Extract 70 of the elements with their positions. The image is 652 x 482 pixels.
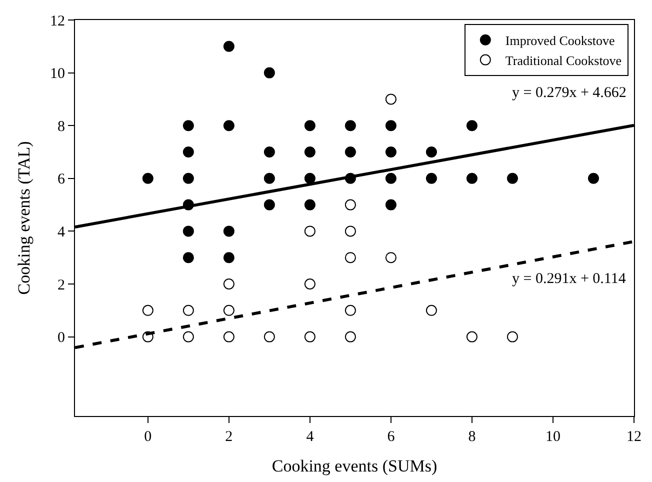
point: [385, 94, 396, 105]
point: [182, 226, 194, 237]
point: [466, 172, 478, 184]
point: [588, 172, 599, 184]
point: [304, 226, 316, 237]
x-axis-title: Cooking events (SUMs): [272, 456, 438, 476]
point: [264, 67, 275, 78]
point: [344, 304, 356, 316]
point: [223, 278, 234, 290]
point: [426, 172, 437, 184]
point: [385, 252, 396, 264]
y-tick-label: 6: [58, 172, 66, 188]
point: [223, 226, 234, 237]
point: [223, 40, 234, 52]
point: [426, 146, 437, 158]
point: [466, 331, 478, 342]
y-tick-label: 8: [58, 118, 65, 135]
point: [182, 120, 194, 132]
point: [344, 146, 356, 158]
point: [304, 331, 316, 342]
y-tick-label: 0: [58, 330, 65, 346]
point: [264, 331, 275, 342]
y-axis-title: Cooking events (TAL): [14, 141, 34, 295]
x-tick-label: 2: [225, 429, 233, 445]
point: [142, 172, 154, 184]
y-tick-label: 2: [58, 277, 65, 294]
point: [385, 172, 396, 184]
point: [182, 172, 194, 184]
point: [304, 120, 316, 132]
point: [304, 199, 316, 210]
y-tick-label: 4: [58, 224, 66, 240]
point: [304, 278, 316, 290]
point: [506, 172, 518, 184]
point: [506, 331, 518, 342]
point: [426, 304, 437, 316]
y-tick-label: 10: [50, 66, 65, 82]
point: [385, 120, 396, 132]
point: [223, 252, 234, 264]
point: [466, 120, 478, 132]
point: [344, 120, 356, 132]
point: [344, 226, 356, 237]
annotation: y = 0.279x + 4.662: [512, 85, 626, 101]
x-tick-label: 4: [306, 429, 314, 445]
point: [264, 146, 275, 158]
point: [223, 120, 234, 132]
point: [344, 199, 356, 210]
point: [385, 199, 396, 210]
point: [304, 172, 316, 184]
point: [304, 146, 316, 158]
legend-label: Improved Cookstove: [505, 32, 616, 48]
point: [223, 331, 234, 342]
point: [182, 304, 194, 316]
y-tick-label: 12: [50, 13, 65, 30]
point: [182, 146, 194, 158]
point: [344, 252, 356, 264]
point: [142, 304, 154, 316]
point: [182, 331, 194, 342]
x-tick-label: 10: [545, 429, 560, 445]
point: [223, 304, 234, 316]
legend-label: Traditional Cookstove: [505, 52, 622, 68]
point: [385, 146, 396, 158]
point: [264, 199, 275, 210]
x-tick-label: 6: [387, 429, 396, 445]
point: [344, 331, 356, 342]
point: [182, 252, 194, 264]
x-tick-label: 0: [144, 429, 152, 445]
annotation: y = 0.291x + 0.114: [512, 271, 626, 287]
point: [264, 172, 275, 184]
x-tick-label: 8: [468, 429, 476, 445]
x-tick-label: 12: [626, 429, 642, 445]
